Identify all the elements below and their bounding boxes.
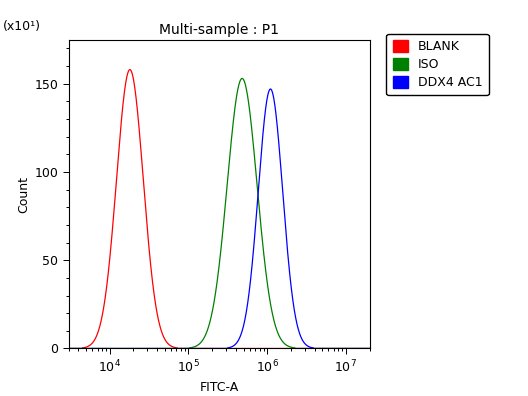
DDX4 AC1 [289,290,295,295]
Title: Multi-sample : P1: Multi-sample : P1 [159,23,279,37]
Line: BLANK: BLANK [69,70,370,348]
ISO [257,213,263,217]
DDX4 AC1 [257,168,263,173]
BLANK [289,346,295,351]
BLANK [174,346,181,351]
ISO [305,346,311,351]
X-axis label: FITC-A: FITC-A [200,381,239,394]
Line: ISO: ISO [69,78,370,348]
BLANK [81,345,87,350]
DDX4 AC1 [305,344,311,348]
DDX4 AC1 [65,346,72,351]
Legend: BLANK, ISO, DDX4 AC1: BLANK, ISO, DDX4 AC1 [386,34,488,95]
Y-axis label: Count: Count [17,175,30,213]
ISO [65,346,72,351]
BLANK [65,346,72,351]
BLANK [305,346,311,351]
BLANK [366,346,373,351]
ISO [289,345,295,350]
BLANK [257,346,263,351]
DDX4 AC1 [243,307,250,312]
BLANK [127,67,133,72]
ISO [243,89,250,93]
ISO [239,76,246,81]
DDX4 AC1 [366,346,373,351]
BLANK [243,346,250,351]
ISO [174,346,181,351]
Line: DDX4 AC1: DDX4 AC1 [69,89,370,348]
DDX4 AC1 [174,346,181,351]
DDX4 AC1 [81,346,87,351]
DDX4 AC1 [267,87,274,91]
ISO [366,346,373,351]
ISO [81,346,87,351]
Text: (x10¹): (x10¹) [3,21,41,33]
